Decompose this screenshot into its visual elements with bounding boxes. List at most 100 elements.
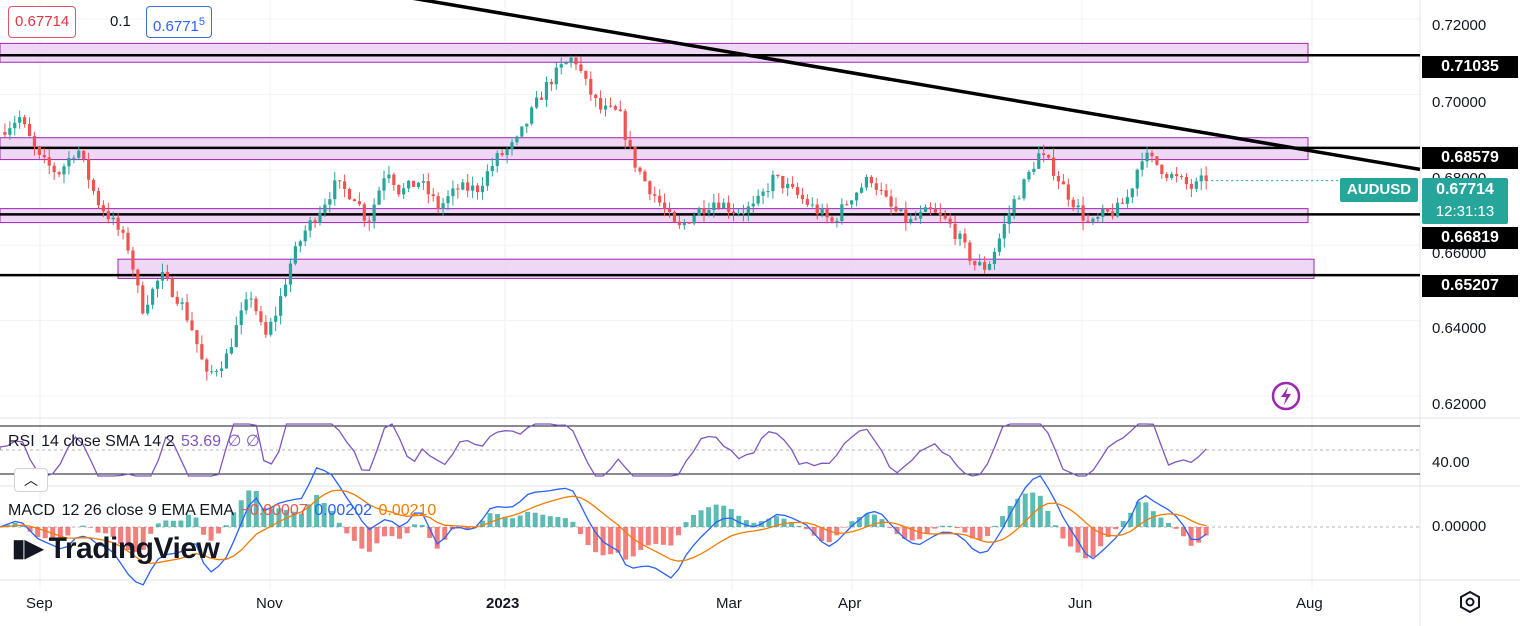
candle-body	[707, 210, 711, 214]
rsi-legend[interactable]: RSI 14 close SMA 14 2 53.69 ∅ ∅	[8, 431, 262, 451]
support-resistance-zone	[0, 42, 1309, 63]
macd-histogram-value: −0.00007	[240, 502, 308, 519]
macd-histogram-bar	[1045, 510, 1051, 527]
macd-histogram-bar	[268, 508, 274, 527]
candle-body	[741, 212, 745, 214]
collapse-pane-button[interactable]: ︿	[14, 468, 48, 492]
macd-histogram-bar	[645, 527, 651, 546]
macd-histogram-bar	[856, 517, 862, 527]
candle-body	[205, 359, 209, 372]
macd-histogram-bar	[811, 527, 817, 536]
macd-legend[interactable]: MACD 12 26 close 9 EMA EMA −0.00007 0.00…	[8, 502, 438, 520]
tradingview-logo[interactable]: ▮▶ TradingView	[12, 532, 220, 566]
macd-histogram-bar	[698, 510, 704, 527]
macd-histogram-bar	[1037, 495, 1043, 527]
macd-histogram-bar	[231, 512, 237, 527]
level-tag: 0.68579	[1422, 147, 1518, 169]
candle-body	[126, 232, 130, 251]
macd-histogram-bar	[939, 525, 945, 527]
macd-histogram-bar	[442, 527, 448, 540]
candle-body	[308, 220, 312, 231]
macd-histogram-bar	[27, 527, 33, 532]
macd-histogram-bar	[163, 520, 169, 527]
macd-histogram-bar	[1203, 527, 1209, 536]
macd-histogram-bar	[683, 522, 689, 527]
time-axis-label: 2023	[486, 595, 520, 612]
candle-body	[761, 191, 765, 196]
macd-histogram-bar	[1060, 527, 1066, 539]
candle-body	[234, 325, 238, 348]
macd-histogram-bar	[1083, 527, 1089, 559]
candle-body	[850, 200, 854, 205]
candle-body	[786, 183, 790, 189]
candle-body	[727, 202, 731, 212]
chevron-up-icon: ︿	[24, 472, 38, 488]
candle-body	[795, 187, 800, 195]
candle-body	[928, 207, 933, 210]
ask-price-box[interactable]: 0.67715	[146, 6, 213, 38]
candle-body	[32, 136, 37, 147]
macd-histogram-bar	[336, 522, 342, 527]
candle-body	[23, 117, 27, 125]
price-axis-label: 0.72000	[1432, 17, 1487, 34]
candle-body	[653, 194, 657, 196]
macd-histogram-bar	[140, 527, 146, 550]
candle-body	[1150, 152, 1154, 157]
candle-body	[963, 233, 967, 243]
candle-body	[1037, 153, 1041, 169]
candle-body	[973, 260, 977, 266]
macd-histogram-bar	[924, 527, 930, 534]
candle-body	[279, 296, 283, 316]
candle-body	[377, 190, 381, 205]
macd-histogram-bar	[397, 527, 403, 539]
candle-body	[992, 251, 997, 264]
macd-histogram-bar	[902, 527, 908, 539]
macd-histogram-bar	[487, 513, 493, 527]
candle-body	[18, 117, 22, 123]
macd-histogram-bar	[1113, 527, 1119, 530]
macd-histogram-bar	[103, 527, 109, 534]
candle-body	[923, 207, 928, 212]
level-tag: 0.71035	[1422, 56, 1518, 78]
candle-body	[766, 191, 770, 193]
macd-histogram-bar	[781, 518, 787, 527]
candle-body	[47, 157, 51, 166]
candle-body	[835, 220, 839, 222]
candle-body	[239, 310, 243, 326]
candle-body	[421, 181, 425, 183]
candle-body	[589, 78, 593, 95]
candle-body	[1056, 175, 1061, 182]
candle-body	[1125, 197, 1129, 204]
macd-histogram-bar	[464, 527, 470, 530]
candle-body	[259, 311, 263, 323]
macd-histogram-bar	[834, 527, 840, 536]
macd-histogram-bar	[517, 515, 523, 527]
candle-body	[549, 82, 553, 85]
candle-body	[864, 177, 869, 188]
candle-body	[781, 175, 785, 189]
candle-body	[958, 233, 962, 240]
macd-histogram-bar	[555, 516, 561, 527]
macd-histogram-bar	[668, 527, 674, 546]
candle-body	[480, 185, 485, 193]
candle-body	[938, 212, 942, 216]
candle-body	[810, 204, 814, 206]
candle-body	[879, 189, 883, 191]
gear-icon[interactable]	[1458, 590, 1482, 614]
macd-histogram-bar	[1158, 517, 1164, 527]
macd-histogram-bar	[864, 513, 870, 527]
candle-body	[416, 182, 421, 187]
lightning-icon[interactable]	[1270, 380, 1302, 412]
bid-price-box[interactable]: 0.67714	[8, 6, 77, 38]
macd-histogram-bar	[540, 514, 546, 527]
candle-body	[121, 229, 125, 233]
candle-body	[451, 188, 455, 197]
candle-body	[1179, 176, 1184, 178]
candle-body	[520, 126, 524, 137]
candle-body	[333, 180, 337, 200]
macd-histogram-bar	[261, 507, 267, 527]
macd-histogram-bar	[849, 521, 855, 527]
symbol-badge: AUDUSD	[1340, 178, 1418, 202]
candle-body	[909, 218, 913, 223]
